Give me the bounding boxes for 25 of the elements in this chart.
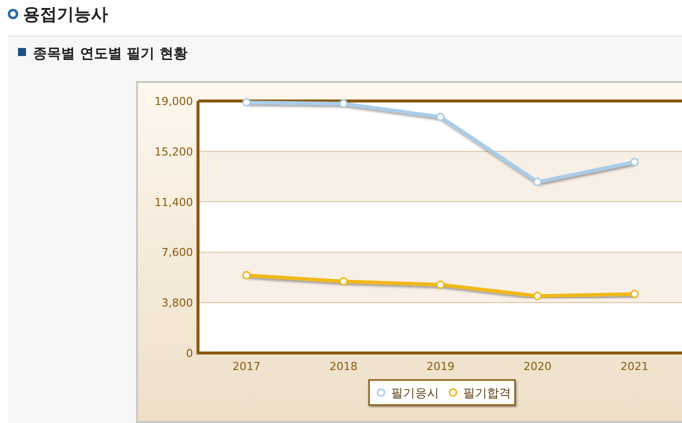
y-tick-label: 15,200 [154, 145, 193, 158]
legend-label: 필기합격 [463, 386, 511, 400]
y-tick-label: 7,600 [162, 246, 193, 260]
chart-title: 용접기능사 [23, 5, 108, 25]
chart-subtitle: 종목별 연도별 필기 현황 [33, 46, 188, 62]
legend-label: 필기응시 [391, 386, 439, 400]
x-tick-label: 2021 [620, 360, 648, 373]
point [242, 271, 251, 280]
point [533, 292, 542, 300]
y-tick-label: 19,000 [154, 95, 193, 108]
point [339, 277, 348, 286]
point [630, 290, 639, 298]
x-tick-label: 2020 [524, 360, 552, 373]
point [436, 280, 445, 289]
y-tick-label: 3,800 [162, 296, 193, 310]
point [339, 99, 348, 108]
point [242, 98, 251, 107]
point [630, 158, 639, 166]
x-tick-label: 2019 [426, 360, 454, 373]
y-tick-label: 0 [186, 347, 193, 360]
point [436, 112, 445, 122]
y-tick-label: 11,400 [154, 196, 193, 209]
point [533, 178, 542, 186]
x-tick-label: 2017 [232, 360, 260, 373]
x-tick-label: 2018 [330, 360, 358, 373]
